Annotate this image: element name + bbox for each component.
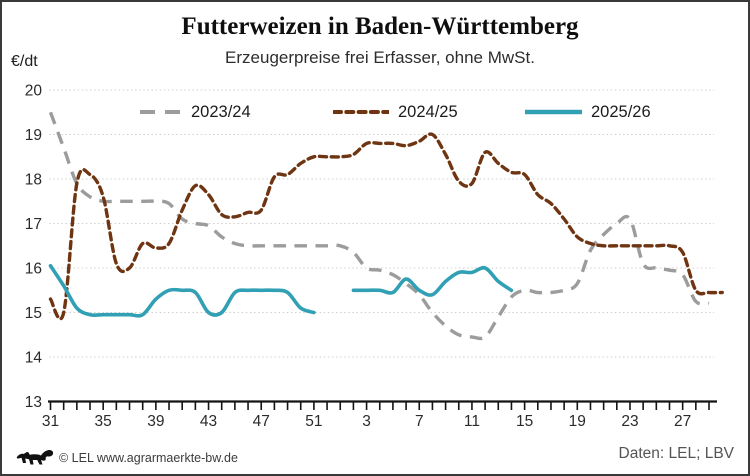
legend-item-2024-25: 2024/25 [333,102,458,122]
series-2025-26 [48,264,514,318]
svg-text:3: 3 [362,413,371,430]
svg-text:11: 11 [464,413,480,430]
page-title: Futterweizen in Baden-Württemberg [181,13,579,40]
svg-text:14: 14 [25,350,43,367]
svg-text:20: 20 [25,83,43,100]
svg-text:18: 18 [25,172,42,189]
svg-text:31: 31 [42,413,59,430]
svg-text:51: 51 [305,413,322,430]
svg-text:47: 47 [253,413,270,430]
series-2024-25 [48,132,724,321]
gridlines [49,89,714,358]
svg-text:7: 7 [415,413,424,430]
svg-text:39: 39 [147,413,164,430]
svg-text:15: 15 [516,413,533,430]
legend-item-2025-26: 2025/26 [525,102,651,122]
chart-subtitle: Erzeugerpreise frei Erfasser, ohne MwSt. [225,48,535,67]
svg-text:19: 19 [25,127,42,144]
legend-line-dashed-short-icon [333,110,389,114]
legend-line-solid-icon [525,109,582,115]
legend-line-dashed-long-icon [140,110,182,114]
svg-text:23: 23 [621,413,638,430]
svg-text:16: 16 [25,261,42,278]
data-source-text: Daten: LEL; LBV [618,445,734,462]
svg-text:17: 17 [25,216,42,233]
legend-label: 2023/24 [191,102,251,121]
svg-text:27: 27 [674,413,691,430]
baden-wuerttemberg-lion-icon [16,450,54,465]
series-2023-24 [48,111,710,341]
legend-label: 2024/25 [398,102,458,121]
svg-text:15: 15 [25,305,42,322]
svg-text:19: 19 [569,413,586,430]
legend-item-2023-24: 2023/24 [140,102,251,122]
y-axis-labels: 20 19 18 17 16 15 14 13 [25,83,43,412]
x-axis: 31 35 39 43 47 51 3 7 11 15 19 23 27 [42,400,717,430]
svg-text:35: 35 [95,413,112,430]
copyright-text: © LEL www.agrarmaerkte-bw.de [59,451,238,465]
svg-text:13: 13 [25,394,42,411]
y-axis-unit-label: €/dt [11,53,38,70]
legend-label: 2025/26 [591,102,651,121]
svg-text:43: 43 [200,413,217,430]
